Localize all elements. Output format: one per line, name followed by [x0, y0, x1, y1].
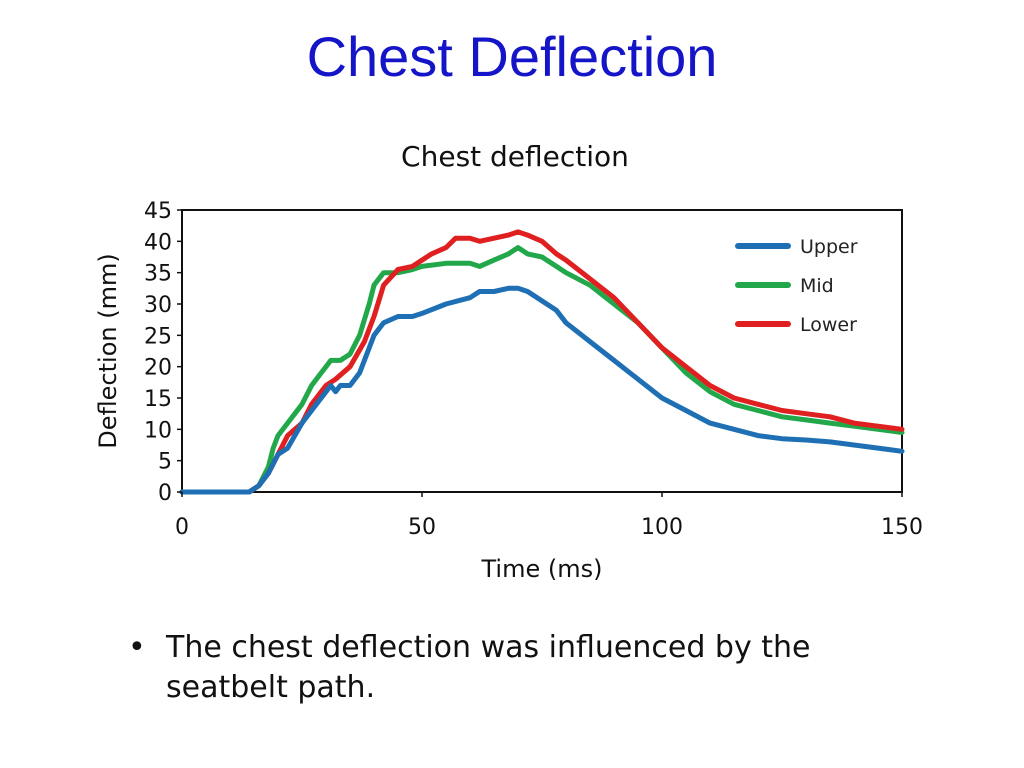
legend-label-lower: Lower — [800, 314, 857, 336]
x-tick-label: 0 — [175, 515, 189, 540]
bullet-text: The chest deflection was influenced by t… — [166, 630, 811, 705]
x-tick-label: 50 — [408, 515, 436, 540]
chart-title: Chest deflection — [401, 140, 629, 173]
series-line-mid — [179, 245, 905, 495]
y-tick-label: 0 — [158, 481, 172, 506]
legend-label-mid: Mid — [800, 275, 834, 297]
y-tick-label: 5 — [158, 450, 172, 475]
x-axis-label: Time (ms) — [481, 555, 603, 583]
legend: Upper Mid Lower — [735, 236, 858, 336]
bullet-icon: • — [128, 630, 146, 665]
y-tick-label: 30 — [144, 293, 172, 318]
y-tick-label: 35 — [144, 262, 172, 287]
y-tick-label: 45 — [144, 199, 172, 224]
bullet-list: • The chest deflection was influenced by… — [128, 628, 908, 708]
plot-frame — [181, 209, 903, 493]
x-tick-label: 150 — [881, 515, 923, 540]
x-tick-label: 100 — [641, 515, 683, 540]
y-tick-label: 40 — [144, 230, 172, 255]
legend-label-upper: Upper — [800, 236, 858, 258]
series-layer — [179, 229, 905, 495]
chart-svg: Chest deflection 0 5 10 15 20 25 30 35 40 45 0 50 10… — [94, 140, 923, 583]
y-tick-label: 10 — [144, 418, 172, 443]
series-line-upper — [179, 285, 905, 495]
y-tick-label: 25 — [144, 324, 172, 349]
axis-layer: 0 5 10 15 20 25 30 35 40 45 0 50 100 150 — [144, 199, 923, 540]
chart: Chest deflection 0 5 10 15 20 25 30 35 40 45 0 50 10… — [80, 130, 950, 590]
y-tick-label: 15 — [144, 387, 172, 412]
series-line-lower — [179, 229, 905, 495]
y-axis-label: Deflection (mm) — [94, 253, 122, 448]
y-tick-label: 20 — [144, 356, 172, 381]
plot-area — [181, 209, 903, 493]
slide-title: Chest Deflection — [306, 25, 718, 88]
